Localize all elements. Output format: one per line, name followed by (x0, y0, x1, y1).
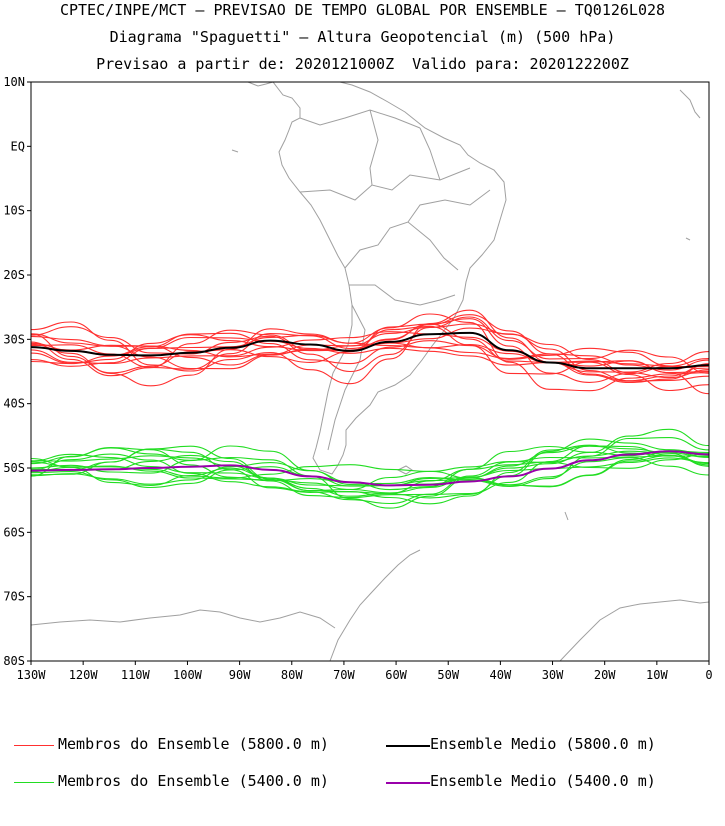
lon-tick-label: 90W (229, 668, 251, 682)
legend-mean-5400: Ensemble Medio (5400.0 m) (386, 772, 716, 792)
lat-tick-label: 80S (3, 654, 25, 668)
header-title-line2: Diagrama "Spaguetti" – Altura Geopotenci… (109, 28, 616, 46)
lat-tick-label: 70S (3, 590, 25, 604)
legend-label-mean-5400: Ensemble Medio (5400.0 m) (430, 772, 656, 790)
ensemble-member-line (31, 313, 709, 392)
ensemble-member-line (31, 331, 709, 384)
lon-tick-label: 0 (705, 668, 712, 682)
legend-label-mean-5800: Ensemble Medio (5800.0 m) (430, 735, 656, 753)
south-america-coastline (272, 82, 507, 475)
ensemble-member-line (31, 437, 709, 487)
header-title-line1: CPTEC/INPE/MCT – PREVISAO DE TEMPO GLOBA… (59, 1, 666, 19)
ensemble-members-5800 (31, 309, 709, 395)
legend-swatch-members-5400 (14, 782, 54, 783)
lon-tick-label: 10W (646, 668, 668, 682)
atlantic-islands (231, 89, 701, 521)
coastline-layer (31, 82, 709, 661)
ensemble-member-line (31, 323, 709, 392)
plot-frame (30, 81, 710, 662)
lat-tick-label: 10S (3, 204, 25, 218)
lat-tick-label: 20S (3, 268, 25, 282)
lon-tick-label: 20W (594, 668, 616, 682)
lat-tick-label: EQ (11, 139, 25, 153)
lat-tick-label: 40S (3, 397, 25, 411)
legend-swatch-mean-5800 (386, 745, 430, 747)
lat-tick-label: 10N (3, 75, 25, 89)
lon-tick-label: 100W (173, 668, 203, 682)
ensemble-member-line (31, 445, 709, 487)
falkland-islands (396, 465, 413, 475)
lon-tick-label: 30W (542, 668, 564, 682)
header-title-line3: Previsao a partir de: 2020121000Z Valido… (96, 55, 629, 73)
central-america-coastline (247, 82, 274, 87)
lon-tick-label: 120W (69, 668, 99, 682)
antarctic-east-coastline (559, 599, 709, 661)
lon-tick-label: 130W (17, 668, 47, 682)
legend-label-members-5800: Membros do Ensemble (5800.0 m) (58, 735, 329, 753)
ensemble-member-line (31, 332, 709, 370)
legend-swatch-members-5800 (14, 745, 54, 746)
lat-tick-label: 60S (3, 525, 25, 539)
lon-tick-label: 110W (121, 668, 151, 682)
lon-tick-label: 40W (490, 668, 512, 682)
lat-tick-label: 30S (3, 332, 25, 346)
ensemble-member-line (31, 453, 709, 505)
lon-tick-label: 60W (385, 668, 407, 682)
legend-mean-5800: Ensemble Medio (5800.0 m) (386, 735, 716, 755)
ensemble-member-line (31, 336, 709, 367)
lon-tick-label: 50W (437, 668, 459, 682)
ensemble-member-line (31, 457, 709, 494)
legend-members-5800: Membros do Ensemble (5800.0 m) (14, 735, 374, 755)
ensemble-member-line (31, 450, 709, 497)
ensemble-mean-5800-line (31, 331, 709, 370)
antarctic-peninsula-coastline (31, 549, 421, 661)
ensemble-means (31, 331, 709, 487)
legend-label-members-5400: Membros do Ensemble (5400.0 m) (58, 772, 329, 790)
ensemble-member-line (31, 452, 709, 479)
country-borders (299, 109, 491, 451)
ensemble-mean-5400-line (31, 450, 709, 487)
lon-tick-label: 80W (281, 668, 303, 682)
ensemble-member-line (31, 316, 709, 374)
lat-tick-label: 50S (3, 461, 25, 475)
legend-swatch-mean-5400 (386, 782, 430, 784)
lon-tick-label: 70W (333, 668, 355, 682)
ensemble-member-line (31, 309, 709, 395)
legend-members-5400: Membros do Ensemble (5400.0 m) (14, 772, 374, 792)
